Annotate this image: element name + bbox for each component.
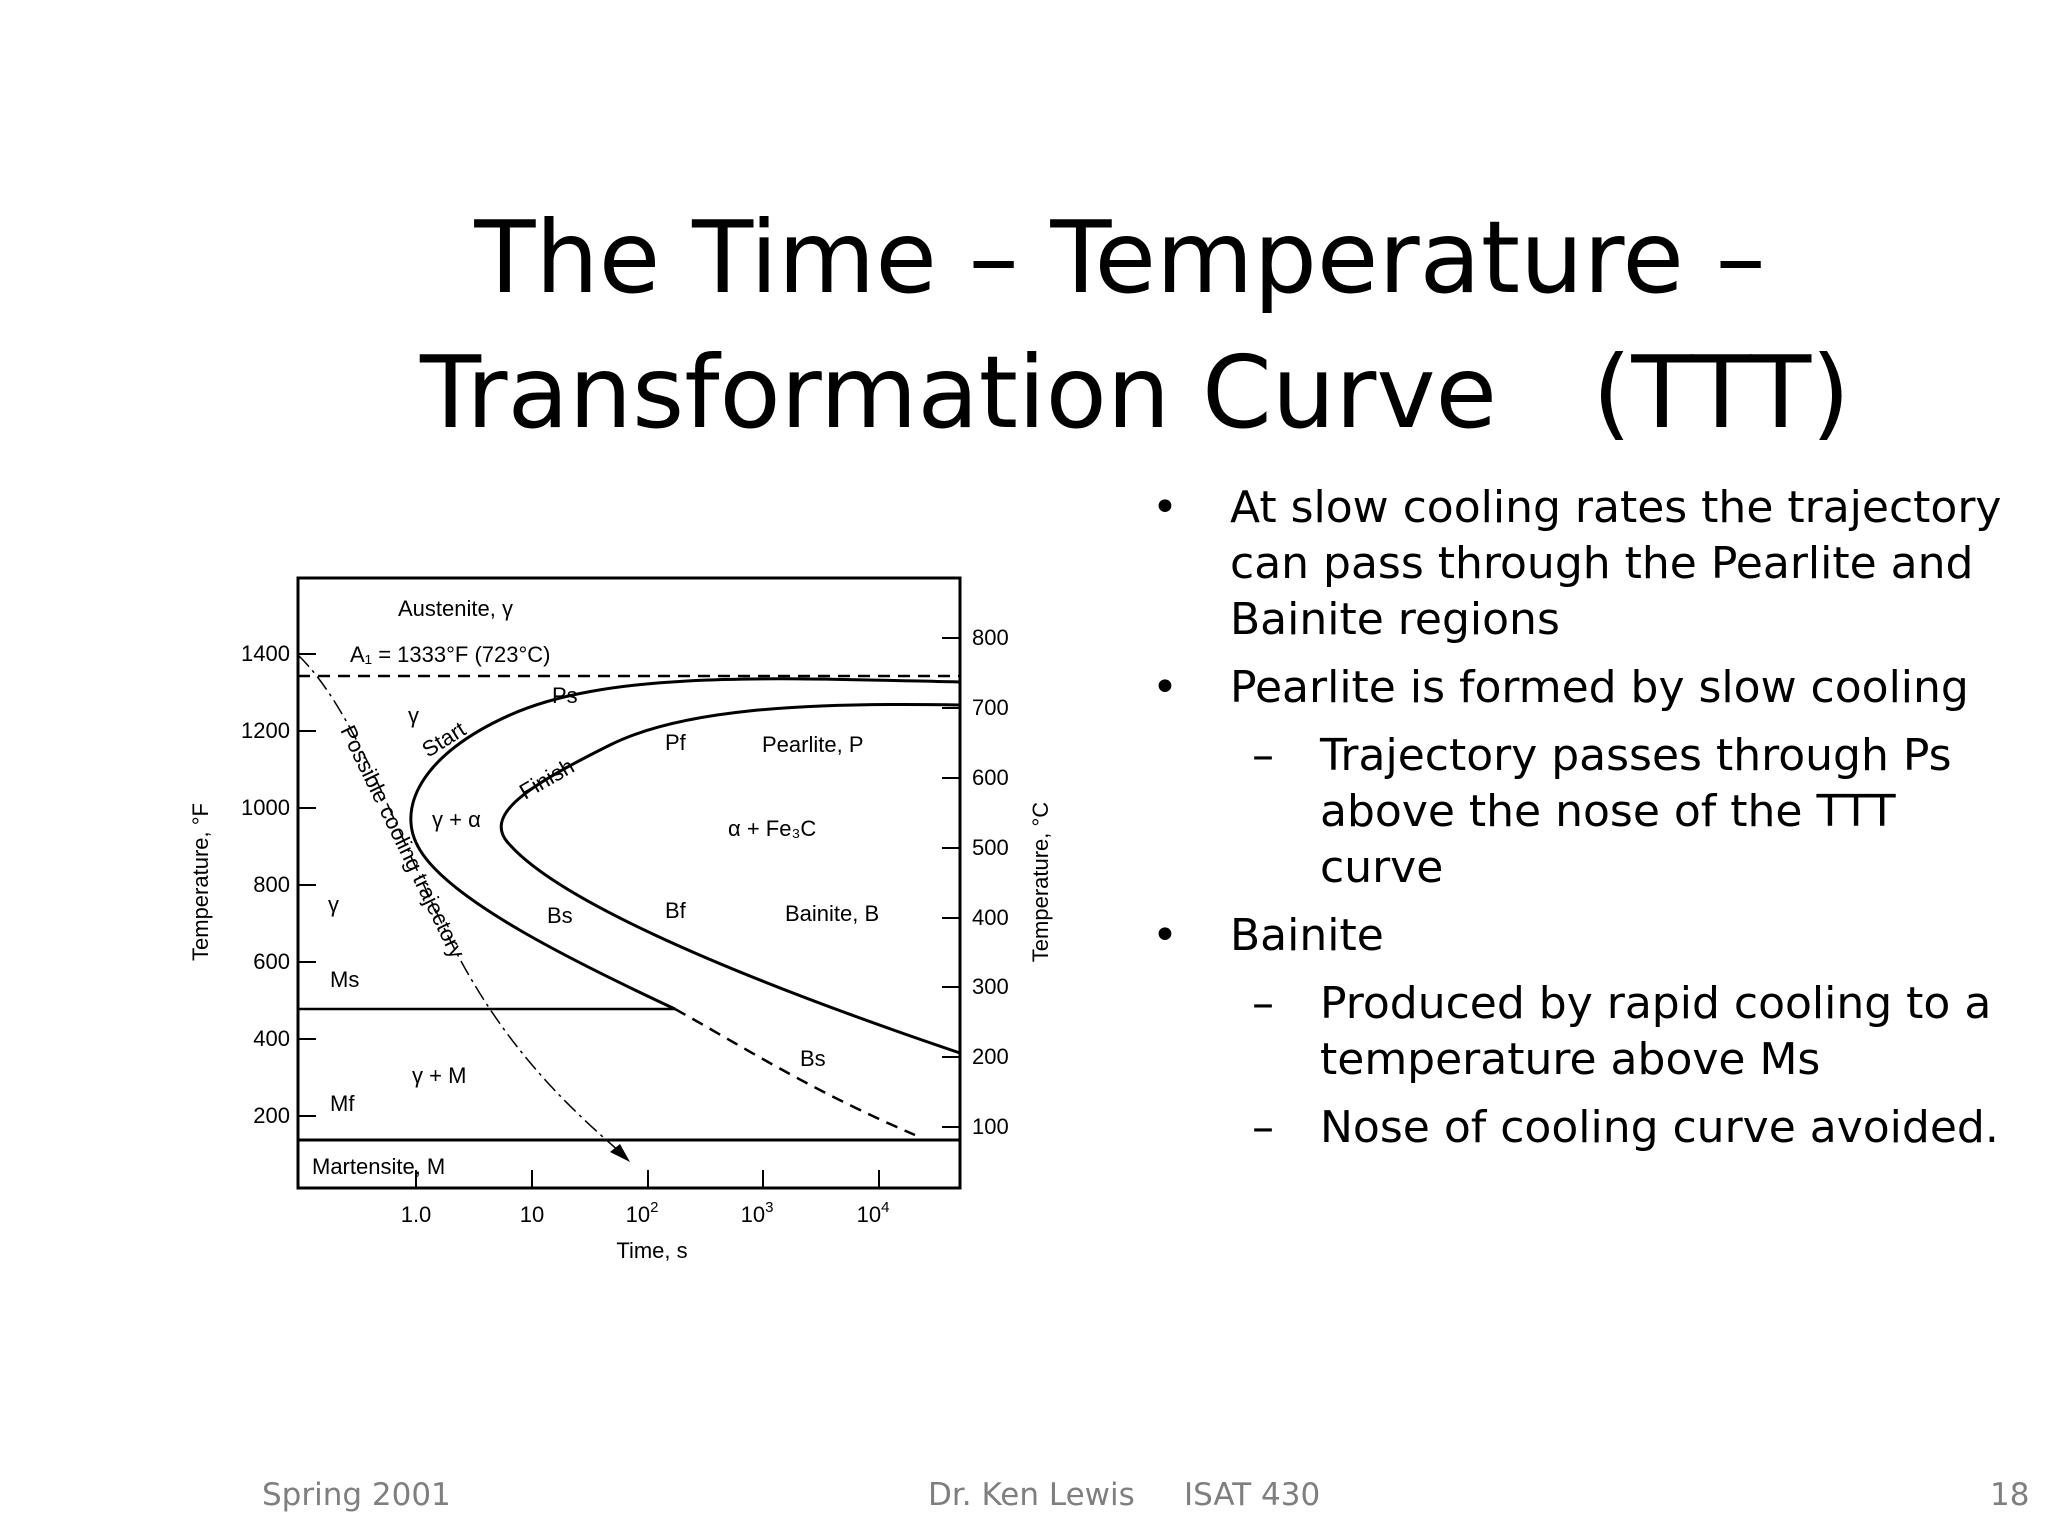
left-tick-label: 400 (253, 1026, 290, 1051)
bf-label: Bf (665, 898, 687, 923)
alpha-fe3c-label: α + Fe₃C (728, 816, 816, 841)
footer-author-course: Dr. Ken Lewis ISAT 430 (928, 1477, 1321, 1513)
bullet-text: At slow cooling rates the trajectory can… (1230, 482, 2002, 645)
left-tick-label: 1400 (241, 641, 290, 666)
bullet-item: • Bainite (1140, 908, 2020, 964)
title-line-2: Transformation Curve (TTT) (420, 334, 1851, 451)
y-axis-title-left: Temperature, °F (188, 803, 213, 961)
sub-bullet-item: – Nose of cooling curve avoided. (1140, 1100, 2020, 1156)
title-line-1: The Time – Temperature – (474, 199, 1766, 316)
left-tick-label: 600 (253, 949, 290, 974)
bullet-marker: • (1152, 662, 1178, 713)
left-tick-label: 1200 (241, 718, 290, 743)
bullet-text: Bainite (1230, 910, 1384, 961)
mf-label: Mf (330, 1091, 355, 1116)
right-tick-label: 100 (972, 1114, 1009, 1139)
bullet-text: Trajectory passes through Ps above the n… (1320, 730, 1952, 893)
gamma-label-top: γ (408, 703, 419, 728)
left-tick-label: 800 (253, 872, 290, 897)
right-tick-label: 400 (972, 905, 1009, 930)
bullet-list: • At slow cooling rates the trajectory c… (1140, 480, 2020, 1168)
bullet-text: Nose of cooling curve avoided. (1320, 1102, 1999, 1153)
pearlite-label: Pearlite, P (762, 732, 864, 757)
martensite-label: Martensite, M (312, 1154, 445, 1179)
footer-date: Spring 2001 (262, 1477, 451, 1513)
bs-dashed-curve (674, 1007, 916, 1137)
bs-lower-label: Bs (800, 1046, 826, 1071)
bainite-label: Bainite, B (785, 901, 879, 926)
bullet-item: • Pearlite is formed by slow cooling (1140, 660, 2020, 716)
x-tick-label: 104 (857, 1199, 890, 1227)
x-tick-label: 10 (520, 1202, 544, 1227)
left-tick-label: 200 (253, 1103, 290, 1128)
right-tick-label: 600 (972, 765, 1009, 790)
bullet-text: Pearlite is formed by slow cooling (1230, 662, 1969, 713)
sub-bullet-item: – Produced by rapid cooling to a tempera… (1140, 976, 2020, 1088)
dash-marker: – (1252, 730, 1274, 781)
bullet-text: Produced by rapid cooling to a temperatu… (1320, 978, 1992, 1085)
y-axis-title-right: Temperature, °C (1028, 802, 1053, 963)
gamma-m-label: γ + M (412, 1063, 466, 1088)
a1-label: A₁ = 1333°F (723°C) (350, 642, 551, 667)
gamma-alpha-label: γ + α (432, 807, 481, 832)
bullet-marker: • (1152, 482, 1178, 533)
footer-page-number: 18 (1990, 1477, 2030, 1513)
x-tick-label: 1.0 (401, 1202, 432, 1227)
x-tick-label: 103 (741, 1199, 774, 1227)
right-tick-label: 500 (972, 835, 1009, 860)
gamma-label-left: γ (328, 892, 339, 917)
right-tick-label: 800 (972, 625, 1009, 650)
trajectory-arrowhead (610, 1144, 630, 1162)
plot-frame (296, 576, 962, 1190)
finish-curve (499, 702, 961, 1055)
ttt-diagram: 1400 1200 1000 800 600 400 200 800 700 6… (188, 576, 1053, 1263)
trajectory-label: Possible cooling trajectory (336, 721, 471, 962)
right-tick-label: 300 (972, 974, 1009, 999)
start-curve (409, 677, 961, 1011)
ms-label: Ms (330, 967, 359, 992)
sub-bullet-item: – Trajectory passes through Ps above the… (1140, 728, 2020, 896)
right-tick-label: 700 (972, 695, 1009, 720)
cooling-trajectory (297, 654, 621, 1153)
finish-label: Finish (515, 753, 578, 804)
dash-marker: – (1252, 1102, 1274, 1153)
dash-marker: – (1252, 978, 1274, 1029)
x-axis-title: Time, s (616, 1238, 687, 1263)
bs-label: Bs (547, 903, 573, 928)
x-tick-label: 102 (626, 1199, 659, 1227)
slide-title: The Time – Temperature – Transformation … (420, 190, 1851, 460)
pf-label: Pf (665, 730, 687, 755)
austenite-label: Austenite, γ (398, 596, 513, 621)
bullet-item: • At slow cooling rates the trajectory c… (1140, 480, 2020, 648)
ps-label: Ps (552, 683, 578, 708)
bullet-marker: • (1152, 910, 1178, 961)
right-tick-label: 200 (972, 1044, 1009, 1069)
left-tick-label: 1000 (241, 795, 290, 820)
